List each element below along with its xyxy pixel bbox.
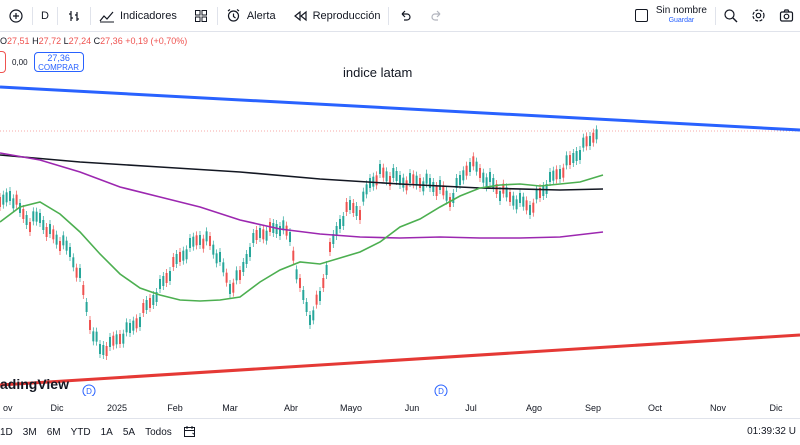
add-symbol-icon [8,8,24,24]
time-axis-label: Feb [167,403,183,413]
bottom-toolbar: 1D 3M 6M YTD 1A 5A Todos 01:39:32 U [0,418,800,445]
event-badge-1[interactable]: D [82,384,96,396]
indicators-label: Indicadores [119,9,177,22]
range-buttons: 1D 3M 6M YTD 1A 5A Todos [0,427,177,438]
moving-average-green [0,174,604,302]
time-axis-label: Oct [647,403,663,413]
event-badge-1-label: D [86,387,92,396]
time-axis-label: Mayo [339,403,363,413]
time-axis-label: ov [3,403,13,413]
range-button-5a[interactable]: 5A [122,426,136,438]
chart-title: indice latam [343,65,413,80]
templates-button[interactable] [185,0,217,32]
separator [89,6,91,25]
ohlc-legend: O27,51 H27,72 L27,24 C27,36 +0,19 (+0,70… [0,36,187,46]
range-button-1a[interactable]: 1A [100,426,113,438]
separator [32,6,33,25]
indicators-icon [99,8,115,24]
date-range-button[interactable] [177,423,203,441]
spread-value: 0,00 [12,57,28,67]
top-toolbar: D Indicadores Alerta Reproducción [0,0,800,32]
separator [56,6,58,25]
bar-style-button[interactable] [58,0,90,32]
event-badge-2[interactable]: D [434,384,448,396]
change-value: +0,19 (+0,70%) [125,36,188,46]
range-button-todos[interactable]: Todos [145,426,172,438]
templates-icon [193,8,209,24]
snapshot-icon [778,8,794,24]
settings-icon [750,8,766,24]
low-value: 27,24 [68,36,92,46]
range-button-3m[interactable]: 3M [22,426,37,438]
time-axis-label: Mar [222,403,238,413]
time-axis-label: Ago [525,403,543,413]
layout-icon [634,9,648,22]
timeframe-label: D [41,9,49,22]
replay-icon [292,8,308,24]
time-axis-label: Dic [769,403,783,413]
moving-average-purple [0,152,604,239]
time-axis-label: Abr [283,403,299,413]
time-axis-label: Sep [584,403,602,413]
add-symbol-button[interactable] [0,0,32,32]
range-button-1d[interactable]: 1D [0,426,13,438]
clock: 01:39:32 U [747,426,796,437]
time-axis[interactable]: ov Dic 2025 Feb Mar Abr Mayo Jun Jul Ago Sep Oct Nov… [0,396,800,418]
low-label: L [63,36,69,46]
undo-button[interactable] [389,0,421,32]
alert-button[interactable]: Alerta [218,0,284,32]
indicators-button[interactable]: Indicadores [91,0,185,32]
redo-icon [429,8,445,24]
lower-trendline[interactable] [0,333,800,387]
buy-label: COMPRAR [38,63,80,72]
time-axis-label: 2025 [106,403,128,413]
replay-label: Reproducción [312,9,381,22]
snapshot-button[interactable] [772,0,800,32]
upper-trendline[interactable] [0,85,800,132]
time-axis-label: Jun [404,403,420,413]
high-label: H [32,36,39,46]
separator [388,6,390,25]
save-label: Guardar [668,16,695,24]
candle [0,197,1,207]
close-label: C [93,36,101,46]
alert-icon [226,8,242,24]
separator [216,6,218,25]
alert-label: Alerta [246,9,276,22]
time-axis-label: Nov [709,403,727,413]
trade-panel: 0,00 27,36 COMPRAR [0,51,84,73]
redo-button[interactable] [421,0,453,32]
open-label: O [0,36,8,46]
settings-button[interactable] [744,0,772,32]
time-axis-label: Jul [465,403,477,413]
timeframe-button[interactable]: D [33,0,57,32]
buy-price: 27,36 [47,53,70,63]
buy-button[interactable]: 27,36 COMPRAR [33,52,84,72]
quick-search-button[interactable] [716,0,744,32]
bar-style-icon [66,8,82,24]
candles-group [0,125,598,360]
date-range-icon [182,423,198,439]
moving-average-black [0,154,604,191]
separator [715,6,716,25]
undo-icon [397,8,413,24]
range-button-6m[interactable]: 6M [46,426,61,438]
quick-search-icon [722,8,738,24]
replay-button[interactable]: Reproducción [284,0,389,32]
layout-name: Sin nombre [655,4,707,16]
open-value: 27,51 [7,36,30,46]
layout-name-button[interactable]: Sin nombre Guardar [627,0,715,32]
tradingview-watermark: adingView [0,376,69,392]
time-axis-label: Dic [50,403,64,413]
close-value: 27,36 [100,36,123,46]
high-value: 27,72 [38,36,62,46]
sell-button[interactable] [0,51,6,73]
range-button-ytd[interactable]: YTD [70,426,91,438]
price-chart[interactable]: D D [0,32,800,396]
event-badge-2-label: D [438,387,444,396]
